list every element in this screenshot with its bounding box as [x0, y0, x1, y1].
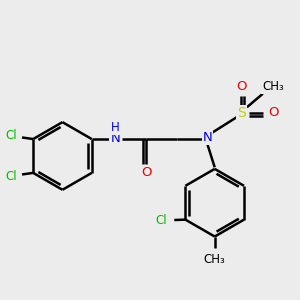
Text: CH₃: CH₃ [204, 253, 226, 266]
Text: N: N [203, 131, 212, 144]
Text: O: O [141, 166, 152, 179]
Text: O: O [268, 106, 279, 119]
Text: Cl: Cl [5, 169, 17, 183]
Text: N: N [110, 132, 120, 145]
Text: CH₃: CH₃ [262, 80, 284, 93]
Text: Cl: Cl [156, 214, 167, 227]
Text: O: O [236, 80, 247, 93]
Text: Cl: Cl [5, 129, 17, 142]
Text: H: H [111, 122, 120, 134]
Text: S: S [237, 106, 246, 120]
